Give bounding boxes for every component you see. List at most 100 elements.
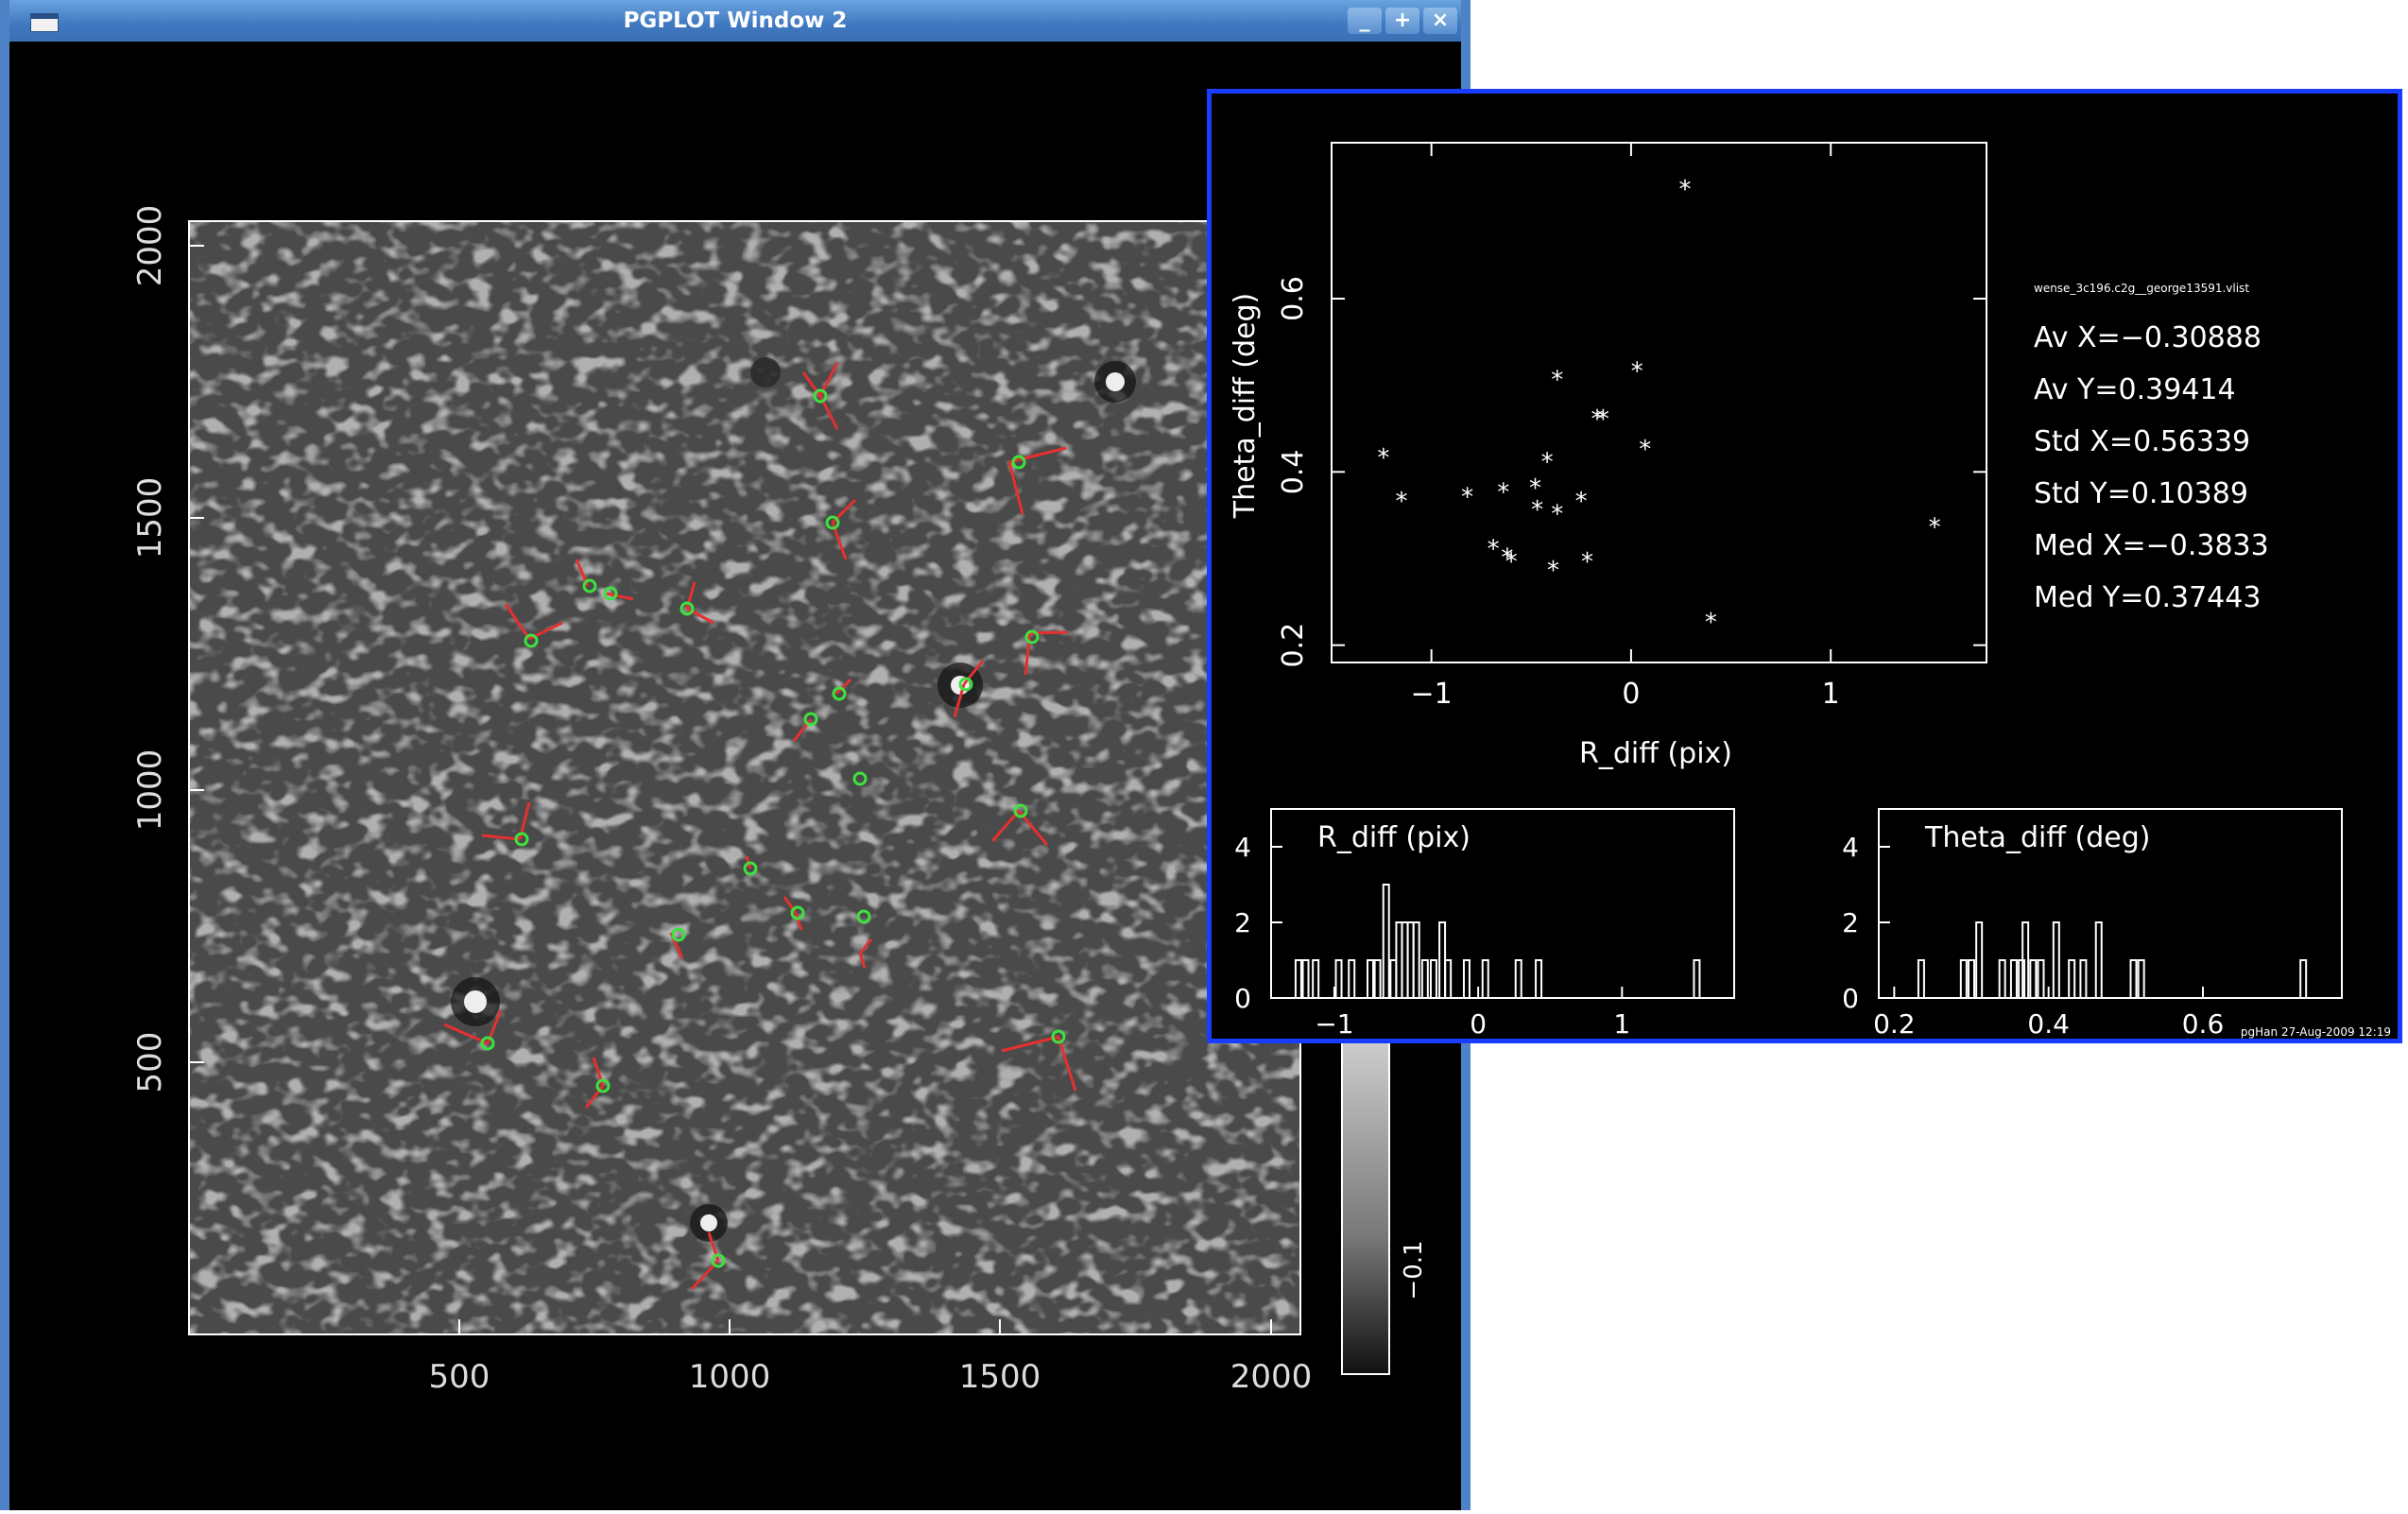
histogram-title: R_diff (pix) xyxy=(1317,821,1471,854)
scatter-point: * xyxy=(1395,488,1407,516)
histogram-bar xyxy=(2079,959,2088,998)
histogram-bar xyxy=(2009,959,2018,998)
stat-av-x: Av X=−0.30888 xyxy=(2034,321,2262,354)
histogram-ticks xyxy=(1271,846,1624,999)
histogram-bar xyxy=(1975,921,1984,998)
scatter-point: * xyxy=(1581,548,1593,576)
scatter-point: * xyxy=(1505,548,1518,576)
histogram-x-tick-label: 0 xyxy=(1470,1008,1487,1039)
scatter-point: * xyxy=(1377,444,1389,473)
source-markers xyxy=(480,388,1066,1268)
scatter-x-tick-label: 0 xyxy=(1622,678,1640,711)
y-tick-label: 500 xyxy=(131,1032,169,1093)
histogram-y-tick-label: 0 xyxy=(1234,983,1251,1014)
x-tick-label: 1000 xyxy=(689,1358,771,1396)
histogram-x-tick-label: 0.4 xyxy=(2027,1008,2070,1039)
histogram-bar xyxy=(1294,959,1302,998)
histogram-bar xyxy=(1998,959,2006,998)
scatter-point: * xyxy=(1547,557,1559,585)
histogram-x-tick-label: 0.2 xyxy=(1873,1008,1916,1039)
scatter-points: ** ***** ** * * ** * ** ** **** xyxy=(1377,176,1940,637)
scatter-plot: ** ***** ** * * ** * ** ** **** −1 0 1 0.2 0.4 0.… xyxy=(1229,142,1987,770)
histogram-bar xyxy=(1373,959,1382,998)
histogram-ticks xyxy=(1879,846,2204,999)
histogram-bar xyxy=(1412,921,1420,998)
scatter-point: * xyxy=(1929,513,1941,542)
histogram-bars xyxy=(1294,884,1701,998)
histogram-bar xyxy=(2068,959,2076,998)
histogram-bar xyxy=(1382,884,1390,998)
scatter-ticks xyxy=(1332,143,1987,662)
scatter-point: * xyxy=(1551,501,1563,529)
histogram-y-tick-label: 0 xyxy=(1842,983,1859,1014)
scatter-point: * xyxy=(1591,405,1604,434)
scatter-point: * xyxy=(1461,483,1473,511)
histogram-bar xyxy=(2018,959,2026,998)
scatter-point: * xyxy=(1631,357,1643,386)
histogram-y-tick-label: 2 xyxy=(1234,907,1251,938)
scatter-y-tick-label: 0.2 xyxy=(1277,623,1310,668)
histogram-bar xyxy=(1312,959,1320,998)
histogram-x-ticks: 0.2 0.4 0.6 xyxy=(1873,1008,2225,1040)
y-tick-label: 1500 xyxy=(131,477,169,559)
histogram-bar xyxy=(1444,959,1453,998)
histogram-bar xyxy=(1481,959,1489,998)
histogram-r-diff: R_diff (pix) −1 0 1 0 2 4 xyxy=(1234,808,1735,1040)
scatter-point: * xyxy=(1705,609,1717,637)
window-menu-icon[interactable] xyxy=(30,13,59,32)
scatter-point: * xyxy=(1497,479,1509,508)
image-tick-marks xyxy=(189,245,1272,1334)
histogram-x-tick-label: −1 xyxy=(1315,1008,1353,1039)
minimize-button[interactable]: _ xyxy=(1348,8,1382,34)
histogram-title: Theta_diff (deg) xyxy=(1924,821,2150,854)
scatter-x-axis-label: R_diff (pix) xyxy=(1579,737,1732,770)
histogram-bar xyxy=(2052,921,2060,998)
image-noise xyxy=(189,221,1300,1334)
histogram-y-tick-label: 4 xyxy=(1234,832,1251,863)
colorbar xyxy=(1341,1033,1390,1375)
histogram-bar xyxy=(1514,959,1522,998)
histogram-bar xyxy=(1959,959,1968,998)
histogram-y-ticks: 0 2 4 xyxy=(1234,832,1251,1014)
histogram-bar xyxy=(1301,959,1310,998)
scatter-point: * xyxy=(1597,405,1609,434)
histogram-x-ticks: −1 0 1 xyxy=(1315,1008,1630,1040)
y-tick-label: 2000 xyxy=(131,205,169,287)
histogram-bar xyxy=(1334,959,1343,998)
file-name-label: wense_3c196.c2g__george13591.vlist xyxy=(2034,282,2249,295)
scatter-point: * xyxy=(1575,488,1588,516)
image-plot-svg: −0.1 500 1000 1500 2000 500 1000 1500 20… xyxy=(131,205,1428,1396)
histogram-bar xyxy=(1367,959,1374,998)
histogram-bar xyxy=(2299,959,2308,998)
histogram-theta-diff: Theta_diff (deg) 0.2 0.4 0.6 0 2 4 xyxy=(1842,808,2343,1040)
scatter-point: * xyxy=(1531,496,1543,525)
source-blobs xyxy=(451,357,1136,1242)
histogram-bar xyxy=(2094,921,2103,998)
histogram-frame xyxy=(1878,808,2343,999)
scatter-y-tick-label: 0.4 xyxy=(1277,449,1310,494)
stat-med-x: Med X=−0.3833 xyxy=(2034,529,2269,562)
maximize-button[interactable]: + xyxy=(1385,8,1419,34)
close-button[interactable]: × xyxy=(1423,8,1457,34)
scatter-y-tick-label: 0.6 xyxy=(1277,276,1310,321)
histogram-x-tick-label: 0.6 xyxy=(2182,1008,2225,1039)
scatter-point: * xyxy=(1639,436,1651,464)
window-titlebar[interactable]: PGPLOT Window 2 _ + × xyxy=(9,0,1461,42)
histogram-bar xyxy=(2029,959,2038,998)
histogram-y-tick-label: 4 xyxy=(1842,832,1859,863)
stat-av-y: Av Y=0.39414 xyxy=(2034,373,2236,406)
scatter-point: * xyxy=(1488,535,1500,563)
histogram-bar xyxy=(2037,959,2045,998)
histogram-y-ticks: 0 2 4 xyxy=(1842,832,1859,1014)
stats-svg: ** ***** ** * * ** * ** ** **** −1 0 1 0.2 0.4 0.… xyxy=(1229,142,2391,1040)
scatter-x-ticks: −1 0 1 xyxy=(1411,678,1840,711)
scatter-point: * xyxy=(1501,543,1513,572)
histogram-bar xyxy=(1429,959,1437,998)
scatter-x-tick-label: 1 xyxy=(1822,678,1840,711)
x-tick-label: 2000 xyxy=(1230,1358,1313,1396)
histogram-bars xyxy=(1917,921,2308,998)
scatter-point: * xyxy=(1529,474,1541,503)
histogram-y-tick-label: 2 xyxy=(1842,907,1859,938)
scatter-point: * xyxy=(1551,367,1563,395)
colorbar-label: −0.1 xyxy=(1400,1240,1428,1299)
